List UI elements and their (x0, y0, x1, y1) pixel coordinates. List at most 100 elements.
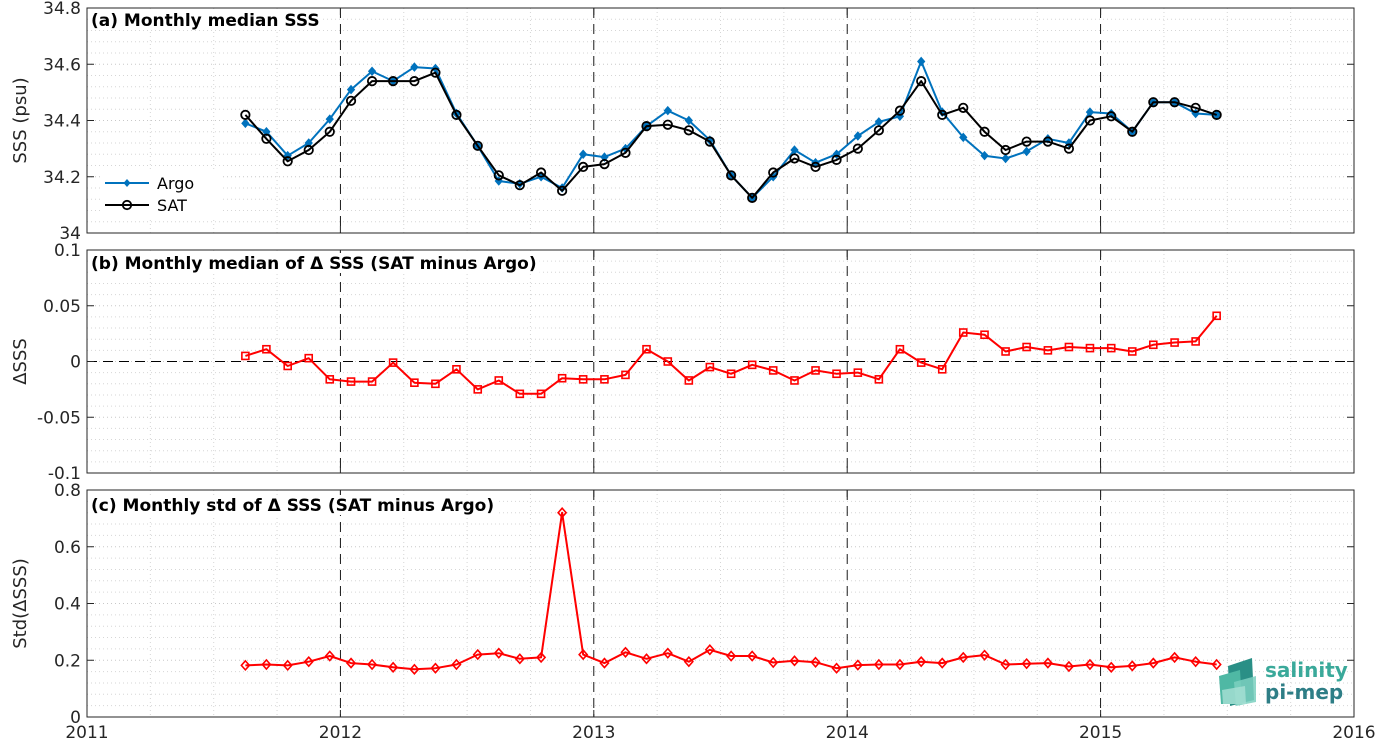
data-point (303, 655, 314, 668)
y-tick-label: -0.1 (48, 464, 81, 484)
data-point (852, 659, 863, 671)
data-point (916, 76, 927, 87)
data-point (959, 132, 968, 143)
data-point (557, 506, 568, 519)
y-axis-label: ΔSSS (10, 338, 31, 385)
data-point (345, 657, 357, 669)
logo-line1: salinity (1265, 658, 1348, 682)
data-point (810, 656, 821, 668)
data-point (916, 655, 927, 668)
data-point (473, 385, 483, 394)
data-point (1001, 347, 1010, 356)
data-point (1042, 657, 1053, 669)
data-point (536, 389, 546, 399)
data-point (768, 366, 778, 375)
data-point (1084, 115, 1096, 126)
y-tick-label: 0 (70, 353, 81, 373)
data-point (1127, 347, 1137, 356)
data-point (958, 102, 969, 113)
data-point (494, 376, 504, 385)
data-point (325, 114, 334, 124)
data-point (831, 662, 842, 674)
data-point (599, 158, 610, 170)
data-point (811, 366, 820, 375)
data-point (980, 330, 989, 340)
data-point (642, 344, 651, 354)
data-point (683, 655, 694, 668)
data-point (304, 353, 314, 363)
data-point (663, 357, 673, 366)
y-tick-label: 0 (70, 708, 81, 728)
data-point (705, 362, 715, 372)
data-point (1212, 311, 1221, 321)
data-point (663, 105, 672, 116)
y-tick-label: 0.4 (54, 595, 81, 615)
data-point (1170, 338, 1179, 347)
data-point (916, 358, 926, 367)
data-point (514, 653, 525, 665)
panel-title-bg (88, 495, 498, 515)
data-point (472, 140, 483, 151)
data-point (325, 375, 335, 384)
x-tick-label: 2016 (1332, 723, 1375, 743)
data-point (1169, 651, 1180, 664)
data-point (620, 147, 631, 158)
data-point (367, 66, 377, 77)
data-point (304, 138, 313, 148)
data-point (810, 161, 821, 173)
data-point (1211, 109, 1222, 120)
data-point (917, 56, 926, 67)
data-point (409, 663, 420, 676)
data-point (1191, 337, 1200, 346)
legend-label: Argo (157, 174, 194, 193)
data-point (874, 375, 884, 384)
y-tick-label: 0.6 (54, 538, 81, 558)
data-point (515, 389, 525, 399)
data-point (621, 370, 630, 380)
data-point (578, 375, 588, 384)
data-point (324, 126, 335, 137)
data-point (1022, 342, 1031, 352)
panel-title: (c) Monthly std of Δ SSS (SAT minus Argo… (91, 496, 494, 516)
data-point (1106, 661, 1117, 674)
x-tick-label: 2011 (65, 723, 108, 743)
panel-title: (a) Monthly median SSS (91, 11, 320, 31)
data-point (1148, 97, 1159, 108)
data-point (451, 658, 462, 671)
data-point (1190, 102, 1201, 113)
data-point (1000, 658, 1011, 671)
data-point (1064, 342, 1074, 352)
y-tick-label: 34.8 (43, 0, 81, 19)
data-point (600, 152, 609, 162)
data-point (726, 650, 737, 662)
data-point (1127, 126, 1138, 137)
legend-bg (101, 171, 221, 217)
data-point (1001, 153, 1010, 164)
data-point (937, 657, 948, 669)
data-point (895, 344, 905, 354)
x-tick-label: 2012 (319, 723, 362, 743)
data-point (600, 375, 609, 384)
data-point (620, 646, 631, 659)
data-point (1106, 343, 1116, 353)
data-point (704, 136, 715, 147)
data-point (662, 119, 673, 130)
data-point (261, 133, 272, 144)
logo-mark-icon (1219, 658, 1256, 706)
y-tick-label: 0.1 (54, 241, 81, 261)
y-tick-label: 0.8 (54, 481, 81, 501)
data-point (1148, 657, 1159, 669)
data-point (1063, 660, 1074, 673)
data-point (1169, 97, 1180, 108)
data-point (578, 161, 589, 173)
data-point (388, 358, 398, 367)
data-point (1021, 136, 1032, 147)
data-point (662, 647, 673, 659)
data-point (641, 121, 652, 132)
data-point (1021, 657, 1032, 670)
data-point (430, 67, 441, 78)
data-point (873, 658, 884, 671)
y-tick-label: 34.6 (43, 55, 81, 75)
data-point (557, 373, 567, 383)
